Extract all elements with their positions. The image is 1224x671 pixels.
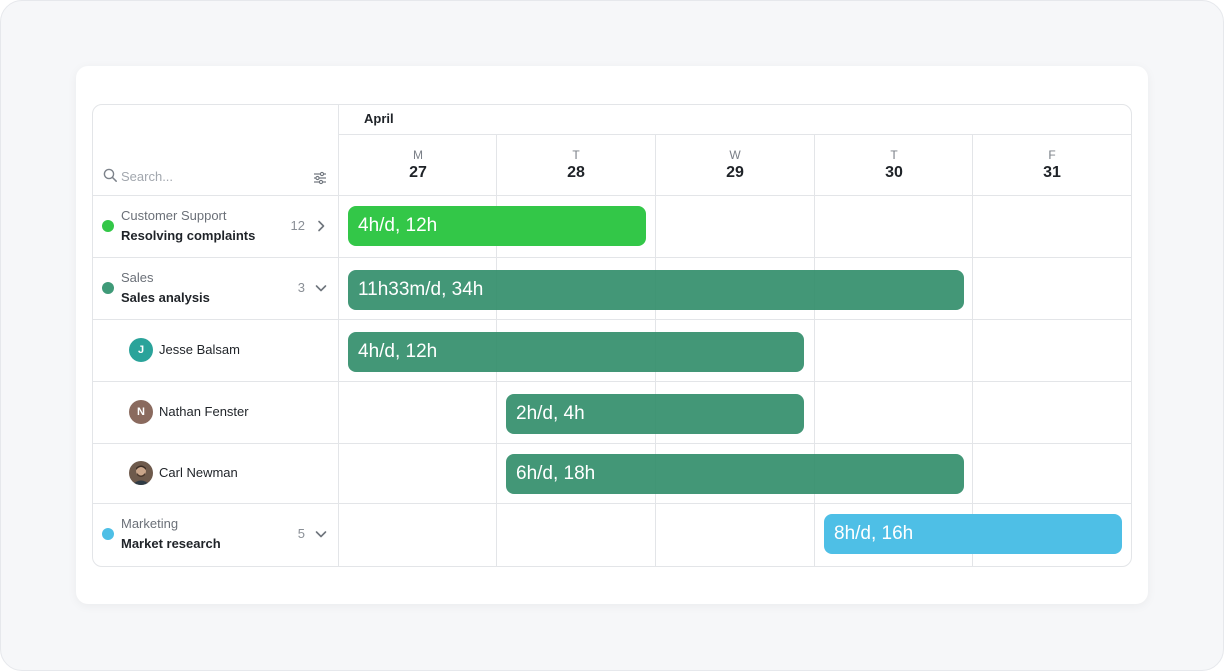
day-header-29: W 29 xyxy=(656,147,814,183)
resource-timeline: April M 27 T 28 W 29 T 30 F 31 xyxy=(92,104,1132,567)
person-name: Jesse Balsam xyxy=(159,342,240,357)
team-name: Sales xyxy=(121,270,154,285)
schedule-bar-nathan-fenster[interactable]: 2h/d, 4h xyxy=(506,394,804,434)
row-divider xyxy=(93,257,1131,258)
member-count: 3 xyxy=(297,280,305,295)
day-header-27: M 27 xyxy=(339,147,497,183)
person-name: Nathan Fenster xyxy=(159,404,249,419)
day-of-week: W xyxy=(729,148,741,162)
day-header-30: T 30 xyxy=(815,147,973,183)
team-name: Customer Support xyxy=(121,208,227,223)
project-row-customer-support[interactable]: Customer Support Resolving complaints 12 xyxy=(93,196,338,257)
member-count: 12 xyxy=(290,218,305,233)
day-number: 28 xyxy=(567,164,585,181)
chevron-right-icon[interactable] xyxy=(313,218,329,239)
member-count: 5 xyxy=(297,526,305,541)
row-divider xyxy=(93,503,1131,504)
day-of-week: M xyxy=(413,148,423,162)
person-row-jesse-balsam[interactable]: J Jesse Balsam xyxy=(93,320,338,381)
day-divider xyxy=(972,134,973,566)
person-row-nathan-fenster[interactable]: N Nathan Fenster xyxy=(93,382,338,443)
day-number: 27 xyxy=(409,164,427,181)
avatar: N xyxy=(129,400,153,424)
team-color-dot xyxy=(102,528,114,540)
schedule-bar-jesse-balsam[interactable]: 4h/d, 12h xyxy=(348,332,804,372)
day-number: 30 xyxy=(885,164,903,181)
search-box xyxy=(101,165,331,187)
search-input[interactable] xyxy=(121,165,291,187)
day-divider xyxy=(814,134,815,566)
day-of-week: T xyxy=(890,148,898,162)
schedule-bar-market-research[interactable]: 8h/d, 16h xyxy=(824,514,1122,554)
month-label: April xyxy=(364,111,394,126)
day-header-31: F 31 xyxy=(973,147,1131,183)
team-name: Marketing xyxy=(121,516,179,531)
column-divider xyxy=(338,105,339,566)
schedule-bar-sales-analysis[interactable]: 11h33m/d, 34h xyxy=(348,270,964,310)
row-divider xyxy=(93,195,1131,196)
day-number: 29 xyxy=(726,164,744,181)
sliders-icon[interactable] xyxy=(313,171,327,190)
chevron-down-icon[interactable] xyxy=(313,526,329,547)
project-name: Sales analysis xyxy=(121,290,210,305)
project-row-sales[interactable]: Sales Sales analysis 3 xyxy=(93,258,338,319)
project-name: Resolving complaints xyxy=(121,228,256,243)
day-of-week: T xyxy=(572,148,580,162)
row-divider xyxy=(93,319,1131,320)
team-color-dot xyxy=(102,282,114,294)
schedule-bar-resolving-complaints[interactable]: 4h/d, 12h xyxy=(348,206,646,246)
project-name: Market research xyxy=(121,536,221,551)
row-divider xyxy=(93,443,1131,444)
team-color-dot xyxy=(102,220,114,232)
chevron-down-icon[interactable] xyxy=(313,280,329,301)
project-row-marketing[interactable]: Marketing Market research 5 xyxy=(93,504,338,565)
avatar: J xyxy=(129,338,153,362)
schedule-bar-carl-newman[interactable]: 6h/d, 18h xyxy=(506,454,964,494)
search-icon xyxy=(103,168,118,188)
day-of-week: F xyxy=(1048,148,1056,162)
person-name: Carl Newman xyxy=(159,465,238,480)
day-number: 31 xyxy=(1043,164,1061,181)
row-divider xyxy=(93,381,1131,382)
person-row-carl-newman[interactable]: Carl Newman xyxy=(93,444,338,503)
avatar-photo xyxy=(129,461,153,485)
month-divider xyxy=(339,134,1131,135)
day-header-28: T 28 xyxy=(497,147,655,183)
